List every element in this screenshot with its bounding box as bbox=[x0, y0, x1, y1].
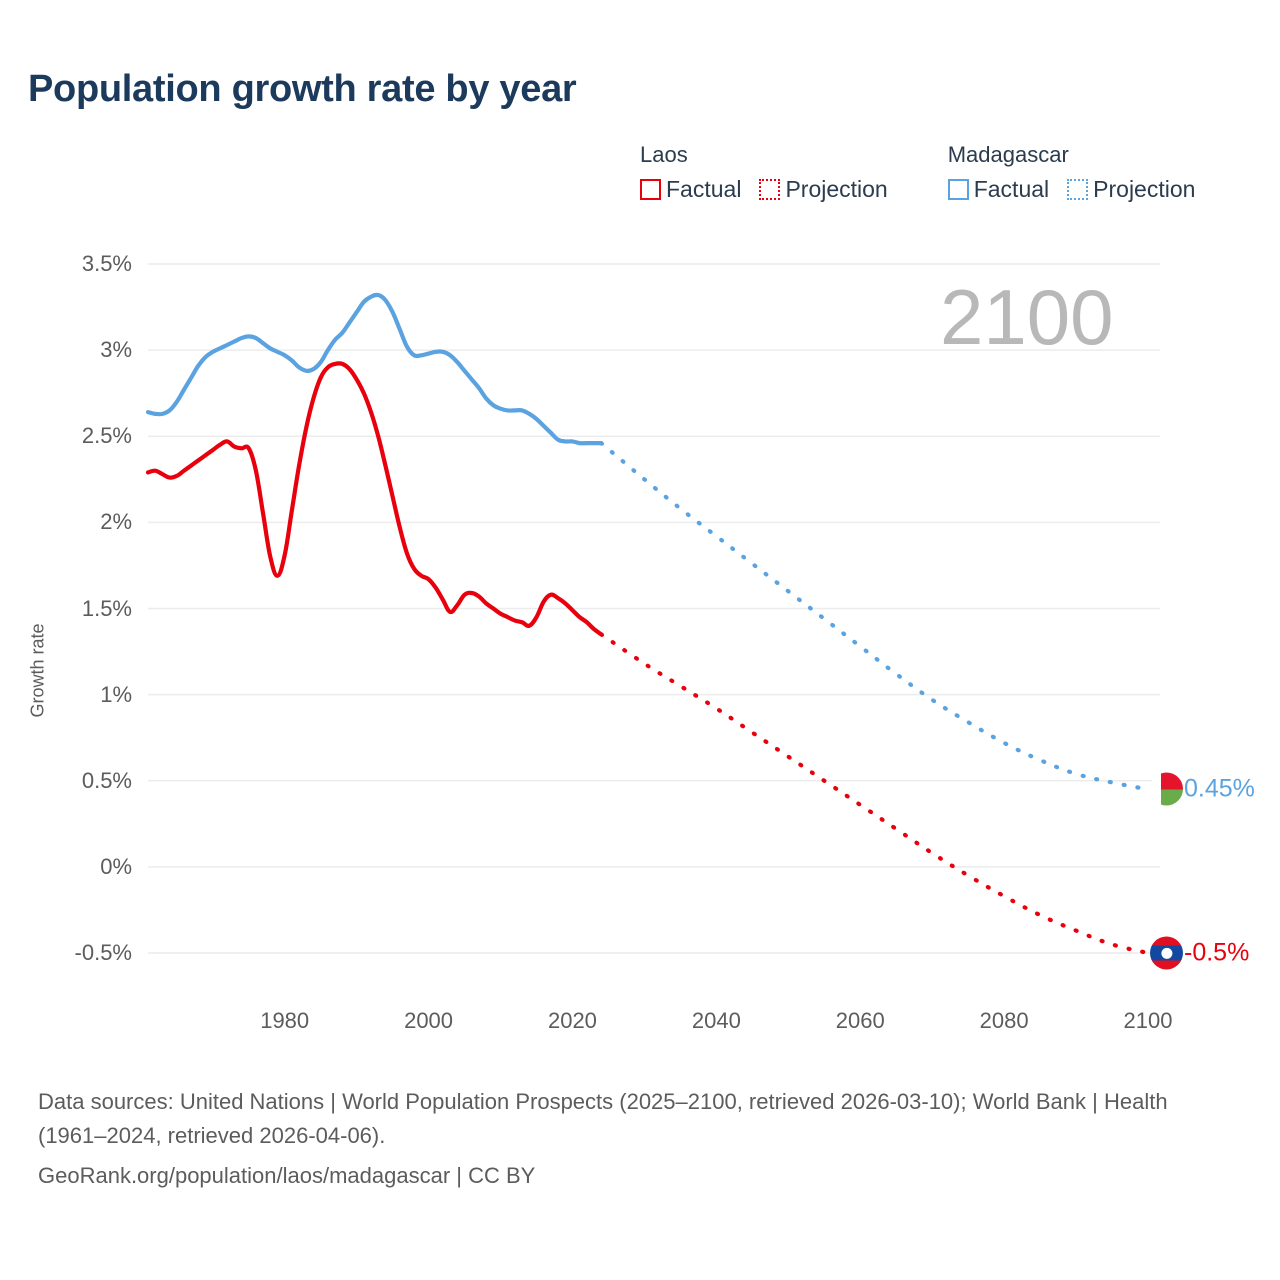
legend-entries-laos: Factual Projection bbox=[640, 176, 888, 203]
footer-data-sources: Data sources: United Nations | World Pop… bbox=[38, 1089, 1168, 1149]
chart-canvas bbox=[145, 263, 1160, 956]
legend-group-title-laos: Laos bbox=[640, 142, 688, 167]
legend-item-laos-projection[interactable]: Projection bbox=[759, 176, 888, 203]
legend-item-madagascar-projection[interactable]: Projection bbox=[1067, 176, 1195, 203]
legend-entries-madagascar: Factual Projection bbox=[947, 176, 1195, 203]
legend-group-title-madagascar: Madagascar bbox=[947, 142, 1069, 167]
legend-swatch-dotted-icon bbox=[759, 179, 781, 200]
y-tick-label: 3.5% bbox=[81, 251, 132, 276]
line-factual-madagascar bbox=[145, 292, 604, 446]
legend-label-madagascar-projection: Projection bbox=[1093, 176, 1196, 202]
x-tick-label: 2080 bbox=[979, 1008, 1029, 1033]
end-value-madagascar: 0.45% bbox=[1184, 774, 1255, 803]
y-axis-title: Growth rate bbox=[27, 623, 48, 718]
y-tick-label: 2.5% bbox=[81, 423, 132, 449]
x-tick-label: 2040 bbox=[691, 1008, 741, 1033]
y-tick-label: 3% bbox=[100, 337, 132, 363]
gridlines bbox=[148, 263, 1160, 954]
legend-swatch-dotted-icon bbox=[1067, 179, 1089, 200]
line-factual-laos bbox=[145, 361, 604, 637]
year-watermark: 2100 bbox=[940, 273, 1114, 361]
end-label-madagascar: 0.45% bbox=[1150, 772, 1255, 806]
legend-group-madagascar: Madagascar Factual Projection bbox=[947, 142, 1195, 203]
y-tick-label: 1% bbox=[100, 681, 132, 707]
laos-flag-icon bbox=[1150, 936, 1183, 970]
legend-item-madagascar-factual[interactable]: Factual bbox=[947, 176, 1050, 203]
x-tick-label: 2100 bbox=[1123, 1008, 1173, 1033]
chart-legend: Laos Factual Projection Madagascar Factu… bbox=[640, 142, 1250, 203]
footer-url[interactable]: GeoRank.org/population/laos/madagascar |… bbox=[38, 1163, 536, 1189]
end-value-laos: -0.5% bbox=[1184, 938, 1250, 967]
plot-area: -0.5% 0% 0.5% 1% 1.5% 2% 2.5% 3% 3.5% 1980 2000 20… bbox=[27, 251, 1255, 1033]
madagascar-flag-icon bbox=[1150, 772, 1183, 806]
legend-label-madagascar-factual: Factual bbox=[973, 176, 1050, 202]
legend-label-laos-projection: Projection bbox=[785, 176, 888, 202]
legend-item-laos-factual[interactable]: Factual bbox=[640, 176, 741, 203]
x-tick-label: 2020 bbox=[547, 1008, 597, 1033]
x-tick-label: 2060 bbox=[835, 1008, 885, 1033]
end-label-laos: -0.5% bbox=[1150, 936, 1250, 970]
line-projection-madagascar bbox=[599, 441, 1151, 792]
legend-label-laos-factual: Factual bbox=[666, 176, 742, 202]
x-tick-label: 2000 bbox=[404, 1008, 454, 1033]
y-tick-label: 1.5% bbox=[81, 595, 132, 621]
x-tick-label: 1980 bbox=[260, 1008, 310, 1033]
series-lines bbox=[145, 292, 1151, 956]
page-title: Population growth rate by year bbox=[28, 68, 577, 110]
legend-swatch-solid-icon bbox=[947, 179, 969, 200]
legend-swatch-solid-icon bbox=[640, 179, 661, 200]
y-tick-label: 2% bbox=[100, 509, 132, 535]
y-tick-label: 0.5% bbox=[81, 767, 132, 793]
y-tick-label: 0% bbox=[100, 853, 132, 879]
footer: Data sources: United Nations | World Pop… bbox=[38, 1085, 1238, 1193]
line-projection-laos bbox=[599, 632, 1151, 956]
legend-group-laos: Laos Factual Projection bbox=[640, 142, 888, 203]
y-tick-label: -0.5% bbox=[74, 940, 132, 965]
